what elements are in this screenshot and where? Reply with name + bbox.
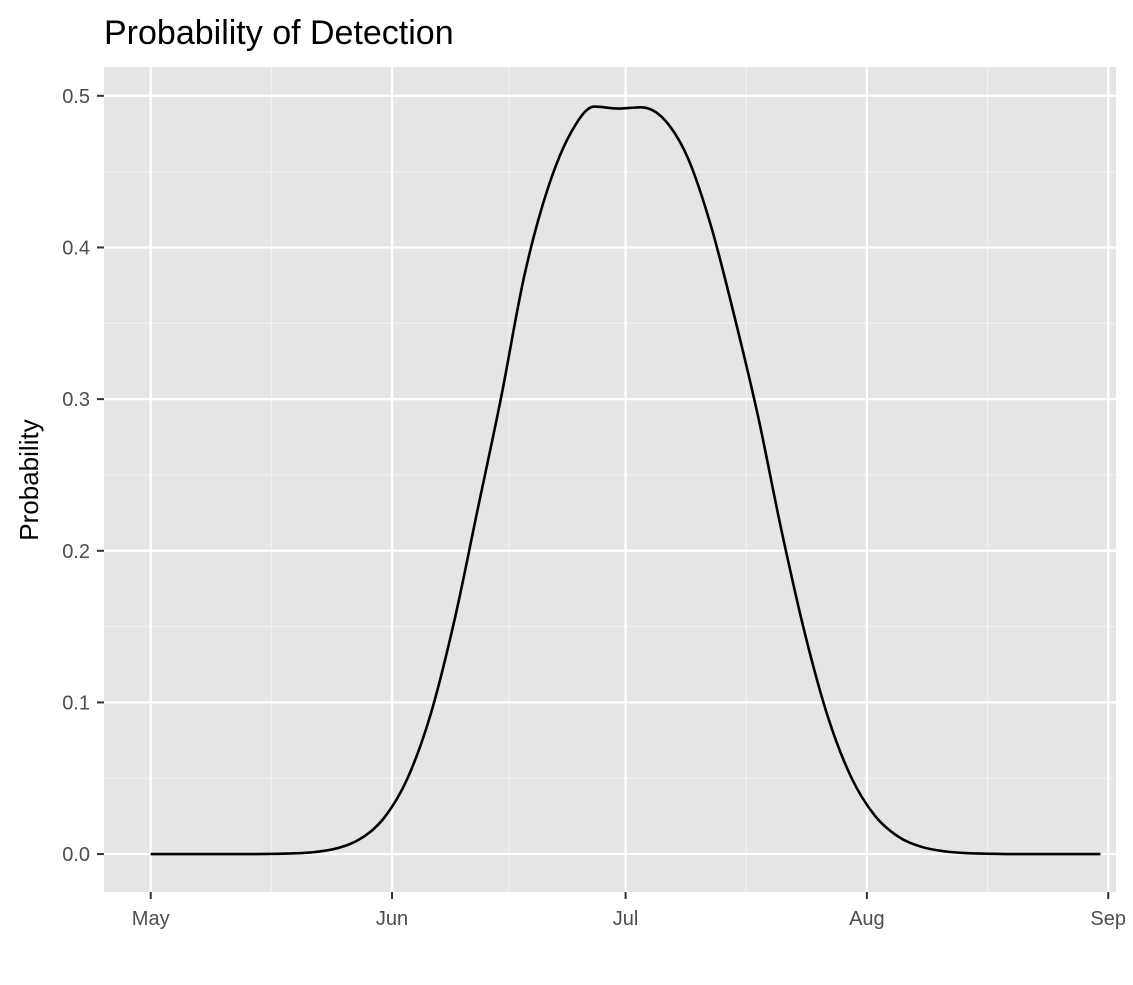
series-line: [150, 105, 1101, 856]
y-tick-label: 0.5: [62, 86, 90, 108]
x-tick-label: Aug: [849, 908, 885, 930]
x-tick-label: Sep: [1090, 908, 1126, 930]
plot-panel: [104, 67, 1116, 892]
series-layer: [150, 105, 1101, 856]
minor-gridlines: [104, 67, 1116, 892]
y-tick-label: 0.4: [62, 237, 90, 259]
x-tick-label: Jun: [376, 908, 408, 930]
chart-title: Probability of Detection: [104, 14, 454, 52]
y-tick-label: 0.0: [62, 844, 90, 866]
x-tick-label: Jul: [613, 908, 639, 930]
y-tick-label: 0.1: [62, 692, 90, 714]
y-axis-title: Probability: [14, 419, 44, 540]
y-axis: 0.0 0.1 0.2 0.3 0.4 0.5: [62, 86, 104, 866]
x-tick-label: May: [132, 908, 170, 930]
major-gridlines: [104, 67, 1116, 892]
y-tick-label: 0.2: [62, 541, 90, 563]
x-axis: May Jun Jul Aug Sep: [132, 892, 1126, 930]
y-tick-label: 0.3: [62, 389, 90, 411]
